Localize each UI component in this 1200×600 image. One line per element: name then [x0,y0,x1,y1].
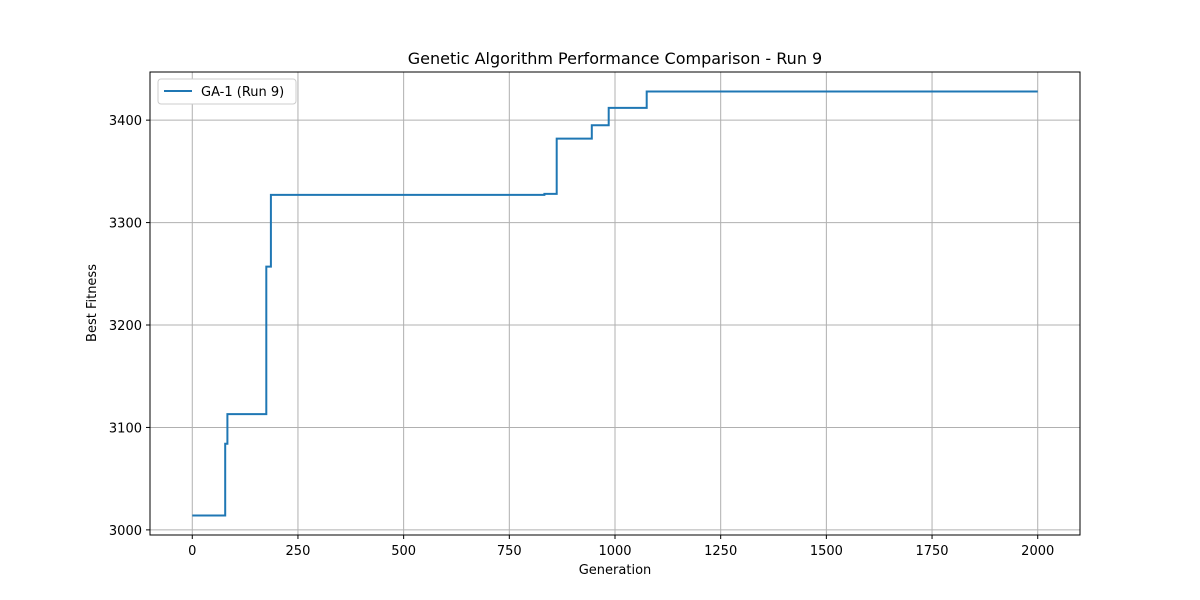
x-tick-label: 500 [391,544,416,559]
axis-ticks: 0 250 500 750 1000 1250 1500 1750 2000 3000 3100 32… [109,114,1054,559]
x-tick-label: 0 [188,544,196,559]
x-tick-label: 750 [497,544,522,559]
x-tick-label: 1500 [810,544,843,559]
x-tick-label: 1750 [915,544,948,559]
series-layer [192,90,1038,517]
y-tick-label: 3100 [109,421,142,436]
grid [150,72,1080,535]
x-tick-label: 2000 [1021,544,1054,559]
y-tick-label: 3000 [109,524,142,539]
chart-title: Genetic Algorithm Performance Comparison… [408,49,822,68]
y-tick-label: 3200 [109,319,142,334]
legend-box [157,78,297,105]
x-tick-label: 1250 [704,544,737,559]
legend-label-ga-1: GA-1 (Run 9) [201,85,284,100]
y-tick-label: 3400 [109,114,142,129]
x-axis-label: Generation [579,563,652,578]
y-tick-label: 3300 [109,217,142,232]
legend: GA-1 (Run 9) [157,78,297,105]
x-tick-label: 250 [286,544,311,559]
x-tick-label: 1000 [598,544,631,559]
series-line-0 [192,90,1038,517]
y-axis-label: Best Fitness [85,264,100,342]
